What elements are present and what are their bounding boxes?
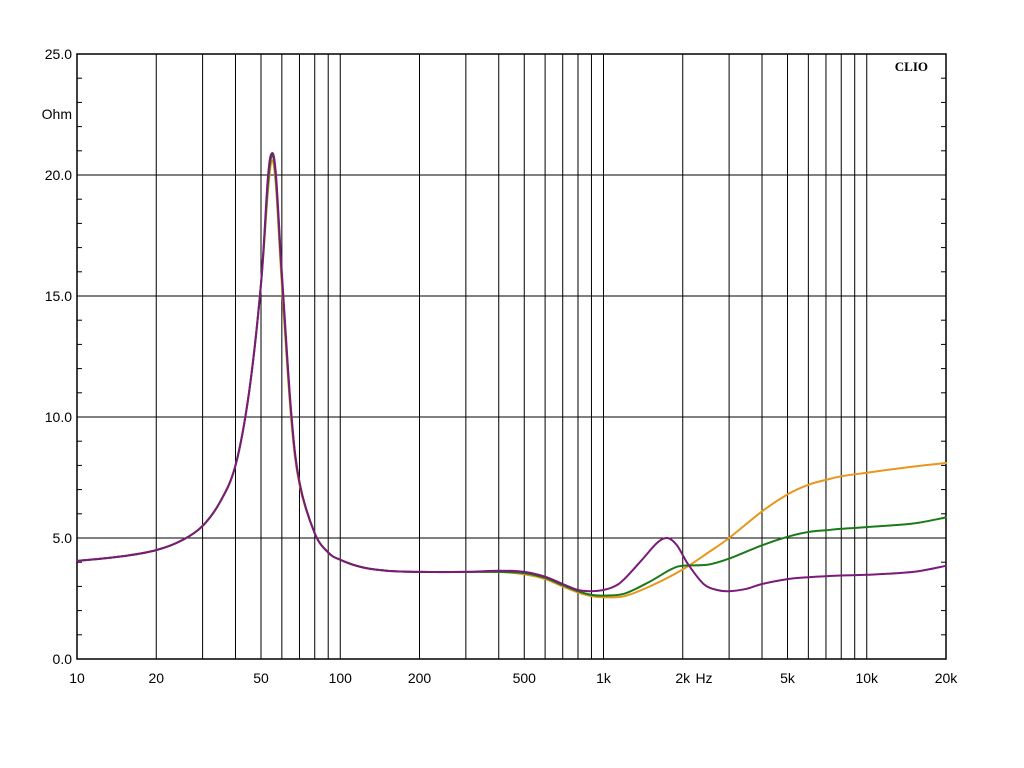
y-tick-labels: 0.0 5.0 10.0 15.0 20.0 25.0: [45, 46, 72, 667]
y-axis-unit-label: Ohm: [42, 106, 72, 122]
x-tick-label: 20: [148, 670, 164, 686]
x-tick-label: 10k: [855, 670, 879, 686]
x-axis-unit-label: Hz: [695, 670, 712, 686]
impedance-curve-2: [76, 154, 947, 597]
x-tick-label: 20k: [935, 670, 959, 686]
y-tick-label: 15.0: [45, 288, 72, 304]
y-tick-label: 0.0: [53, 651, 73, 667]
x-tick-label: 500: [513, 670, 537, 686]
y-tick-label: 20.0: [45, 167, 72, 183]
x-tick-label: 10: [69, 670, 85, 686]
x-tick-label: 1k: [596, 670, 612, 686]
impedance-curve-3: [76, 152, 947, 593]
plot-frame: [76, 53, 947, 660]
x-tick-label: 50: [253, 670, 269, 686]
y-tick-label: 25.0: [45, 46, 72, 62]
brand-label: CLIO: [895, 59, 928, 74]
x-tick-label: 5k: [780, 670, 796, 686]
x-tick-label: 2k: [675, 670, 691, 686]
x-tick-label: 100: [329, 670, 353, 686]
grid: [77, 53, 946, 660]
y-tick-label: 5.0: [53, 530, 73, 546]
x-tick-label: 200: [408, 670, 432, 686]
x-tick-labels: 10 20 50 100 200 500 1k 2k 5k 10k 20k: [69, 670, 958, 686]
series-layer: [76, 152, 947, 599]
y-tick-label: 10.0: [45, 409, 72, 425]
